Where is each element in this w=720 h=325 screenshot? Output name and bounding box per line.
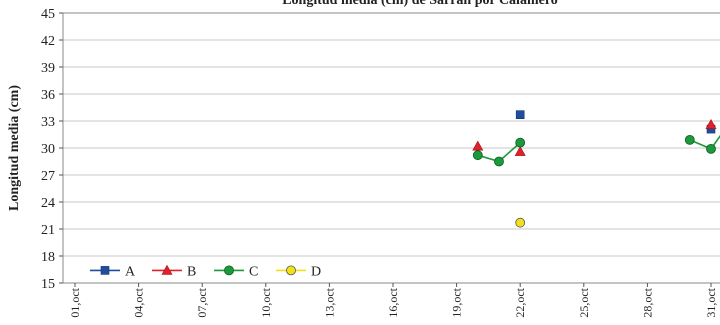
legend-item-C: C (214, 264, 258, 279)
y-axis-title: Longitud media (cm) (7, 85, 22, 211)
y-tick-label: 42 (41, 34, 55, 49)
y-tick-label: 39 (41, 61, 55, 76)
legend-marker (286, 265, 296, 276)
y-tick-label: 33 (41, 115, 55, 130)
x-tick-label: 04,oct (132, 287, 146, 317)
x-tick-label: 07,oct (195, 287, 209, 317)
legend-label: D (311, 264, 321, 279)
series-C (472, 134, 720, 167)
gridlines (63, 12, 720, 257)
data-point-B (705, 118, 717, 129)
y-tick-label: 45 (41, 7, 55, 22)
legend-marker (161, 264, 173, 275)
legend-label: B (187, 264, 196, 279)
legend-marker (224, 265, 234, 276)
data-point-C (494, 156, 504, 167)
series-layer (472, 110, 720, 228)
legend-item-D: D (276, 264, 321, 279)
y-tick-label: 27 (41, 169, 55, 184)
data-point-A (515, 110, 525, 119)
y-tick-label: 15 (41, 277, 55, 292)
series-line-C (689, 134, 720, 150)
y-tick-label: 36 (41, 88, 55, 103)
data-point-B (472, 140, 484, 151)
data-point-D (515, 217, 526, 228)
data-point-C (515, 137, 526, 148)
legend: A B C D (90, 264, 321, 279)
y-tick-label: 24 (41, 196, 55, 211)
x-tick-label: 01,oct (68, 287, 82, 317)
legend-marker (100, 266, 110, 275)
legend-item-A: A (90, 264, 136, 279)
series-B (472, 118, 717, 156)
x-tick-label: 19,oct (450, 287, 464, 317)
data-point-C (706, 143, 716, 154)
y-tick-label: 30 (41, 142, 55, 157)
data-point-C (472, 150, 483, 161)
y-tick-label: 18 (41, 250, 55, 265)
series-D (515, 217, 526, 228)
x-tick-label: 16,oct (386, 287, 400, 317)
x-tick-label: 22,oct (513, 287, 527, 317)
legend-label: C (249, 264, 258, 279)
data-point-C (684, 134, 695, 145)
data-point-B (514, 145, 526, 156)
legend-label: A (125, 264, 136, 279)
x-tick-label: 25,oct (577, 287, 591, 317)
x-tick-label: 10,oct (259, 287, 273, 317)
x-tick-label: 13,oct (322, 287, 336, 317)
x-tick-label: 31,oct (704, 287, 718, 317)
x-tick-label: 28,oct (640, 287, 654, 317)
y-tick-label: 21 (41, 223, 55, 238)
legend-item-B: B (152, 264, 196, 279)
y-axis: 15 18 21 24 27 30 33 36 39 42 45 (41, 7, 63, 292)
x-axis: 01,oct 04,oct 07,oct 10,oct 13,oct 16,oct 19,o… (68, 283, 718, 318)
chart-title: Longitud media (cm) de Sarrán por Calame… (282, 0, 558, 8)
